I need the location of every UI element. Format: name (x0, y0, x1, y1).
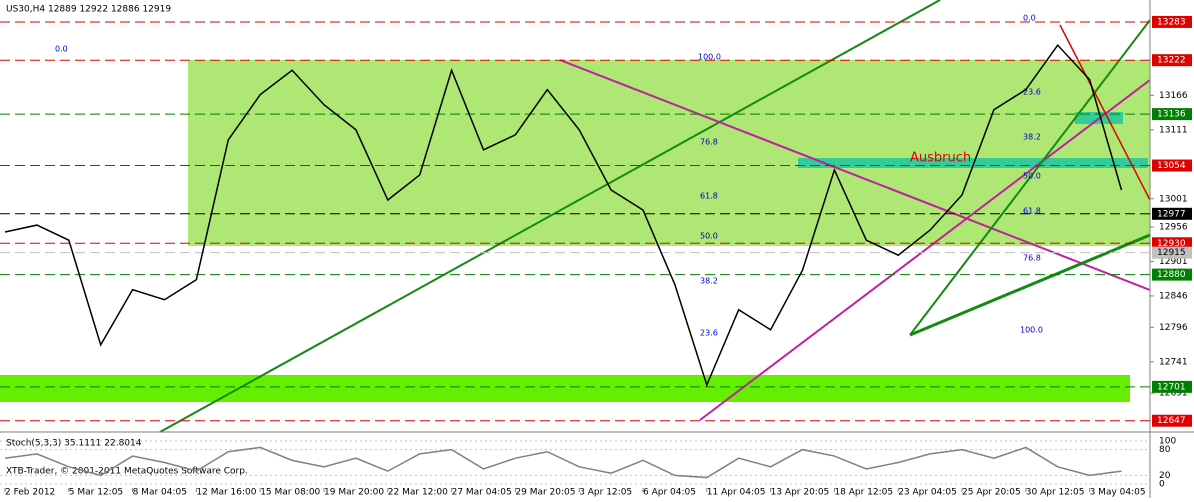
trend-line (159, 0, 941, 433)
chart-title: US30,H4 12889 12922 12886 12919 (6, 5, 171, 15)
x-tick-label: 22 Mar 12:00 (388, 488, 448, 498)
x-tick-label: 3 May 04:05 (1090, 488, 1146, 498)
stoch-tick-label: 80 (1159, 445, 1171, 455)
fib-label: 38.2 (1023, 133, 1041, 142)
fib-label: 38.2 (700, 277, 718, 286)
y-tick-label: 13166 (1159, 91, 1188, 101)
x-tick-label: 25 Apr 20:05 (962, 488, 1021, 498)
x-tick-label: 15 Mar 08:00 (260, 488, 320, 498)
x-tick-label: 8 Mar 04:05 (133, 488, 187, 498)
x-tick-label: 11 Apr 04:05 (707, 488, 766, 498)
y-tick-label: 13001 (1159, 194, 1188, 204)
x-tick-label: 30 Apr 12:05 (1026, 488, 1085, 498)
fib-label: 50.0 (1023, 172, 1041, 181)
y-tick-label: 12741 (1159, 357, 1188, 367)
price-line (4, 43, 1123, 388)
y-tick-label: 12846 (1159, 291, 1188, 301)
level-box (1152, 54, 1192, 67)
fib-label: 0.0 (55, 45, 68, 54)
x-tick-label: 12 Mar 16:00 (196, 488, 256, 498)
x-tick-label: 18 Apr 12:05 (834, 488, 893, 498)
x-tick-label: 13 Apr 20:05 (771, 488, 830, 498)
level-box (1152, 159, 1192, 172)
stoch-line (4, 446, 1122, 479)
zone (188, 60, 1150, 246)
stoch-title: Stoch(5,3,3) 35.1111 22.8014 (6, 439, 142, 449)
fib-label: 23.6 (1023, 88, 1041, 97)
zone (798, 158, 1148, 168)
level-box (1152, 380, 1192, 393)
fib-label: 100.0 (1020, 326, 1043, 335)
level-label: 13222 (1157, 56, 1186, 66)
fib-label: 0.0 (1023, 14, 1036, 23)
x-tick-label: 6 Apr 04:05 (643, 488, 696, 498)
level-label: 13283 (1157, 17, 1186, 27)
trend-line (559, 59, 1151, 291)
x-tick-label: 3 Apr 12:05 (579, 488, 632, 498)
x-tick-label: 2 Feb 2012 (5, 488, 55, 498)
level-box (1152, 414, 1192, 427)
fib-label: 23.6 (700, 329, 718, 338)
stoch-tick-label: 100 (1159, 437, 1176, 447)
level-box (1152, 237, 1192, 250)
watermark: XTB-Trader, © 2001-2011 MetaQuotes Softw… (6, 467, 248, 477)
level-box (1152, 15, 1192, 28)
level-label: 12915 (1157, 248, 1186, 258)
x-tick-label: 5 Mar 12:05 (69, 488, 123, 498)
level-label: 12880 (1157, 270, 1186, 280)
trend-line (699, 79, 1151, 421)
level-label: 12930 (1157, 239, 1186, 249)
trend-line (909, 19, 1151, 336)
trend-line (1059, 24, 1151, 201)
y-tick-label: 12956 (1159, 222, 1188, 232)
fib-label: 76.8 (700, 138, 718, 147)
level-box (1152, 246, 1192, 259)
stoch-tick-label: 20 (1159, 471, 1171, 481)
x-tick-label: 29 Mar 20:05 (515, 488, 575, 498)
fib-label: 61.8 (1023, 207, 1041, 216)
y-tick-label: 13111 (1159, 125, 1188, 135)
fib-label: 100.0 (698, 53, 721, 62)
level-label: 13054 (1157, 161, 1186, 171)
y-tick-label: 12796 (1159, 323, 1188, 333)
stoch-tick-label: 0 (1159, 480, 1165, 490)
zone (0, 375, 1130, 402)
y-tick-label: 12901 (1159, 257, 1188, 267)
x-tick-label: 19 Mar 20:00 (324, 488, 384, 498)
level-box (1152, 108, 1192, 121)
fib-label: 76.8 (1023, 254, 1041, 263)
level-box (1152, 207, 1192, 220)
trend-line (909, 233, 1151, 337)
fib-label: 61.8 (700, 192, 718, 201)
x-tick-label: 27 Mar 04:05 (452, 488, 512, 498)
y-tick-label: 12691 (1159, 389, 1188, 399)
x-tick-label: 23 Apr 04:05 (898, 488, 957, 498)
fib-label: 50.0 (700, 232, 718, 241)
level-label: 12647 (1157, 416, 1186, 426)
level-label: 13136 (1157, 110, 1186, 120)
level-box (1152, 268, 1192, 281)
level-label: 12977 (1157, 209, 1186, 219)
annotation: Ausbruch (910, 151, 971, 166)
level-label: 12701 (1157, 382, 1186, 392)
